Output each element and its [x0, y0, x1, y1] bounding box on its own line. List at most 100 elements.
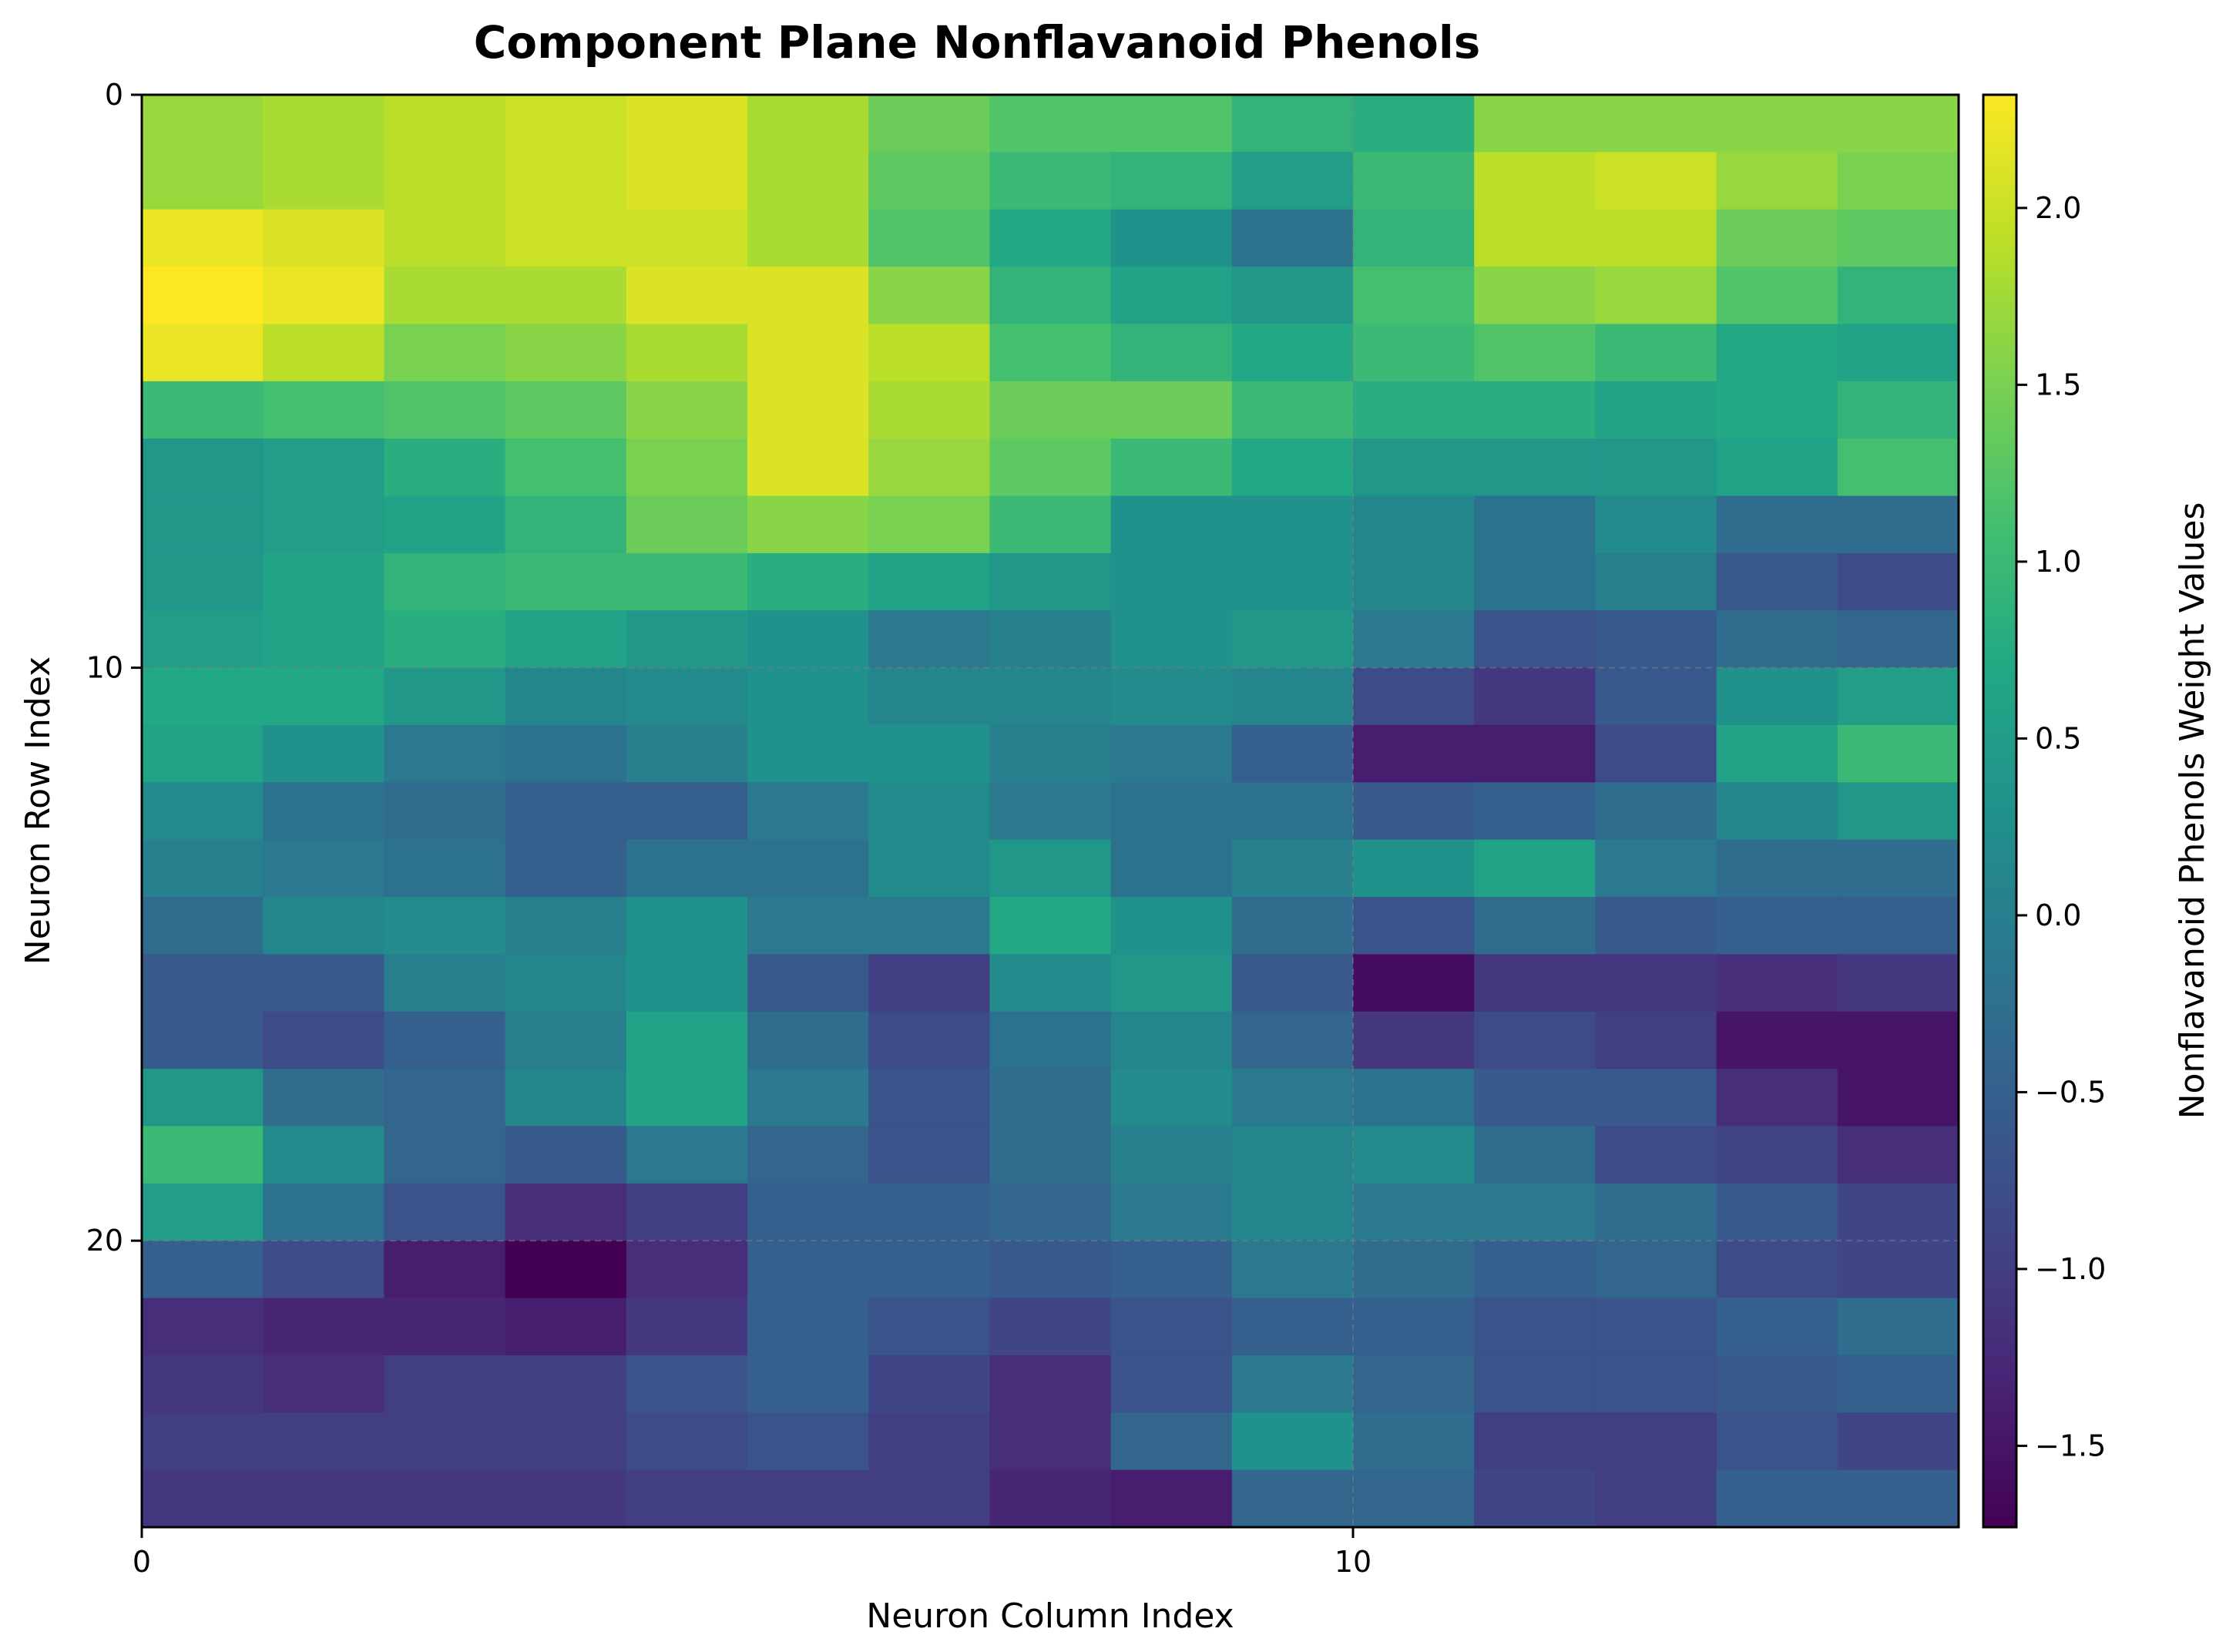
heatmap-cell	[1837, 1412, 1959, 1471]
heatmap-cell	[868, 1126, 990, 1184]
heatmap-cell	[868, 610, 990, 669]
heatmap-cell	[1716, 209, 1838, 267]
heatmap-cell	[1110, 438, 1233, 497]
heatmap-cell	[505, 152, 627, 210]
heatmap-cell	[1231, 1355, 1354, 1413]
heatmap-cell	[263, 1298, 384, 1356]
heatmap-cell	[1716, 152, 1838, 210]
heatmap-cell	[142, 324, 264, 382]
heatmap-cell	[1474, 152, 1596, 210]
heatmap-cell	[1595, 1469, 1717, 1528]
heatmap-cell	[989, 1298, 1112, 1356]
heatmap-cell	[1353, 667, 1475, 726]
colorbar-tick-label: −0.5	[2035, 1075, 2106, 1109]
heatmap-cell	[1353, 839, 1475, 898]
heatmap-cell	[384, 1298, 506, 1356]
heatmap-cell	[626, 1069, 748, 1127]
heatmap-cell	[1595, 95, 1717, 153]
heatmap-cell	[1837, 95, 1959, 153]
heatmap-cell	[1837, 1241, 1959, 1299]
heatmap-cell	[263, 1126, 384, 1184]
heatmap-cell	[1595, 324, 1717, 382]
colorbar-tick-label: 0.0	[2035, 898, 2081, 932]
heatmap-cell	[1716, 1298, 1838, 1356]
heatmap-cell	[868, 1069, 990, 1127]
heatmap-cell	[1353, 495, 1475, 554]
heatmap-cell	[989, 1241, 1112, 1299]
heatmap-cell	[1595, 381, 1717, 439]
heatmap-cell	[626, 667, 748, 726]
heatmap-cell	[1837, 724, 1959, 783]
heatmap-cell	[1837, 1183, 1959, 1241]
heatmap-cell	[505, 782, 627, 841]
heatmap-cell	[1595, 1069, 1717, 1127]
colorbar-tick-label: −1.5	[2035, 1429, 2106, 1462]
heatmap-cell	[1716, 495, 1838, 554]
heatmap-cell	[868, 1355, 990, 1413]
heatmap-cell	[989, 95, 1112, 153]
heatmap-cell	[868, 1011, 990, 1069]
heatmap-cell	[1353, 1412, 1475, 1471]
heatmap-cell	[1837, 152, 1959, 210]
heatmap-cell	[1474, 1298, 1596, 1356]
heatmap-cell	[989, 1412, 1112, 1471]
heatmap-cell	[384, 552, 506, 611]
heatmap-cell	[1231, 1412, 1354, 1471]
heatmap-cell	[1474, 897, 1596, 955]
colorbar-tick-label: 1.5	[2035, 368, 2081, 401]
heatmap-cell	[1231, 552, 1354, 611]
chart-title: Component Plane Nonflavanoid Phenols	[474, 16, 1481, 69]
heatmap-cell	[1474, 1183, 1596, 1241]
heatmap-cell	[384, 1241, 506, 1299]
heatmap-cell	[1837, 495, 1959, 554]
heatmap-cell	[384, 1126, 506, 1184]
heatmap-cell	[989, 897, 1112, 955]
heatmap-cell	[263, 1355, 384, 1413]
heatmap-cell	[868, 381, 990, 439]
heatmap-cell	[1474, 1355, 1596, 1413]
heatmap-cell	[1837, 1126, 1959, 1184]
heatmap-cell	[626, 1298, 748, 1356]
heatmap-cell	[263, 667, 384, 726]
heatmap-cell	[142, 610, 264, 669]
heatmap-cell	[1231, 1126, 1354, 1184]
heatmap-cell	[384, 1069, 506, 1127]
colorbar-label: Nonflavanoid Phenols Weight Values	[2173, 502, 2212, 1120]
heatmap-cell	[263, 897, 384, 955]
heatmap-cell	[1231, 95, 1354, 153]
heatmap-cell	[1595, 610, 1717, 669]
x-tick-label: 10	[1335, 1545, 1372, 1579]
heatmap-cell	[505, 1412, 627, 1471]
heatmap-cell	[868, 324, 990, 382]
heatmap-cell	[1716, 667, 1838, 726]
heatmap-cell	[1716, 610, 1838, 669]
heatmap-cell	[142, 152, 264, 210]
heatmap-cell	[1231, 724, 1354, 783]
heatmap-cell	[626, 1011, 748, 1069]
heatmap-cell	[1353, 782, 1475, 841]
heatmap-cell	[1231, 324, 1354, 382]
heatmap-cell	[142, 1469, 264, 1528]
heatmap-cell	[1110, 954, 1233, 1012]
heatmap-cell	[505, 267, 627, 325]
heatmap-cell	[1474, 610, 1596, 669]
heatmap-cell	[1837, 1469, 1959, 1528]
heatmap-cell	[1353, 1298, 1475, 1356]
heatmap-cell	[1595, 267, 1717, 325]
heatmap-cell	[989, 1011, 1112, 1069]
heatmap-cell	[1110, 667, 1233, 726]
heatmap-cell	[1474, 839, 1596, 898]
heatmap-cell	[142, 839, 264, 898]
heatmap-cell	[384, 1011, 506, 1069]
heatmap-cell	[1231, 152, 1354, 210]
heatmap-cell	[1474, 267, 1596, 325]
heatmap-cell	[1110, 267, 1233, 325]
heatmap-cell	[747, 667, 869, 726]
heatmap-cell	[1110, 152, 1233, 210]
heatmap-cell	[142, 438, 264, 497]
heatmap-cell	[1474, 495, 1596, 554]
heatmap-cell	[989, 839, 1112, 898]
heatmap-cell	[747, 782, 869, 841]
heatmap-cell	[989, 267, 1112, 325]
